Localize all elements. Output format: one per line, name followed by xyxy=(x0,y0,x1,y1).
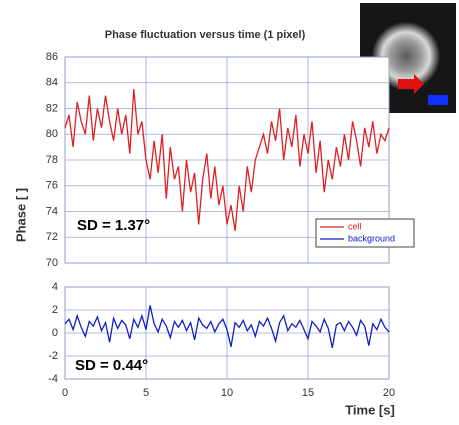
annotation: SD = 0.44° xyxy=(75,357,148,374)
legend: cell background xyxy=(315,218,415,248)
legend-label: background xyxy=(348,233,395,243)
legend-label: cell xyxy=(348,221,362,231)
legend-box xyxy=(315,218,415,248)
x-tick-label: 10 xyxy=(221,387,233,399)
x-tick-label: 20 xyxy=(383,387,395,399)
y-tick-label: 86 xyxy=(46,51,58,63)
x-tick-label: 0 xyxy=(62,387,68,399)
y-tick-label: 70 xyxy=(46,257,58,269)
chart-title: Phase fluctuation versus time (1 pixel) xyxy=(105,29,306,41)
y-tick-label: 80 xyxy=(46,128,58,140)
y-tick-label: 84 xyxy=(46,77,58,89)
y-tick-label: -4 xyxy=(48,373,58,385)
y-tick-label: 4 xyxy=(52,281,58,293)
y-tick-label: 82 xyxy=(46,102,58,114)
x-axis-label: Time [s] xyxy=(345,402,395,417)
x-tick-label: 5 xyxy=(143,387,149,399)
y-tick-label: -2 xyxy=(48,350,58,362)
inset-marker xyxy=(428,95,448,105)
series-line xyxy=(64,89,390,231)
annotation: SD = 1.37° xyxy=(77,217,150,234)
y-tick-label: 72 xyxy=(46,231,58,243)
y-tick-label: 0 xyxy=(52,327,58,339)
y-axis-label: Phase [ ] xyxy=(13,188,28,242)
y-tick-label: 78 xyxy=(46,154,58,166)
series-line xyxy=(64,305,390,349)
x-tick-label: 15 xyxy=(302,387,314,399)
inset-arrow xyxy=(398,74,424,94)
y-tick-label: 74 xyxy=(46,205,58,217)
y-tick-label: 76 xyxy=(46,180,58,192)
y-tick-label: 2 xyxy=(52,304,58,316)
